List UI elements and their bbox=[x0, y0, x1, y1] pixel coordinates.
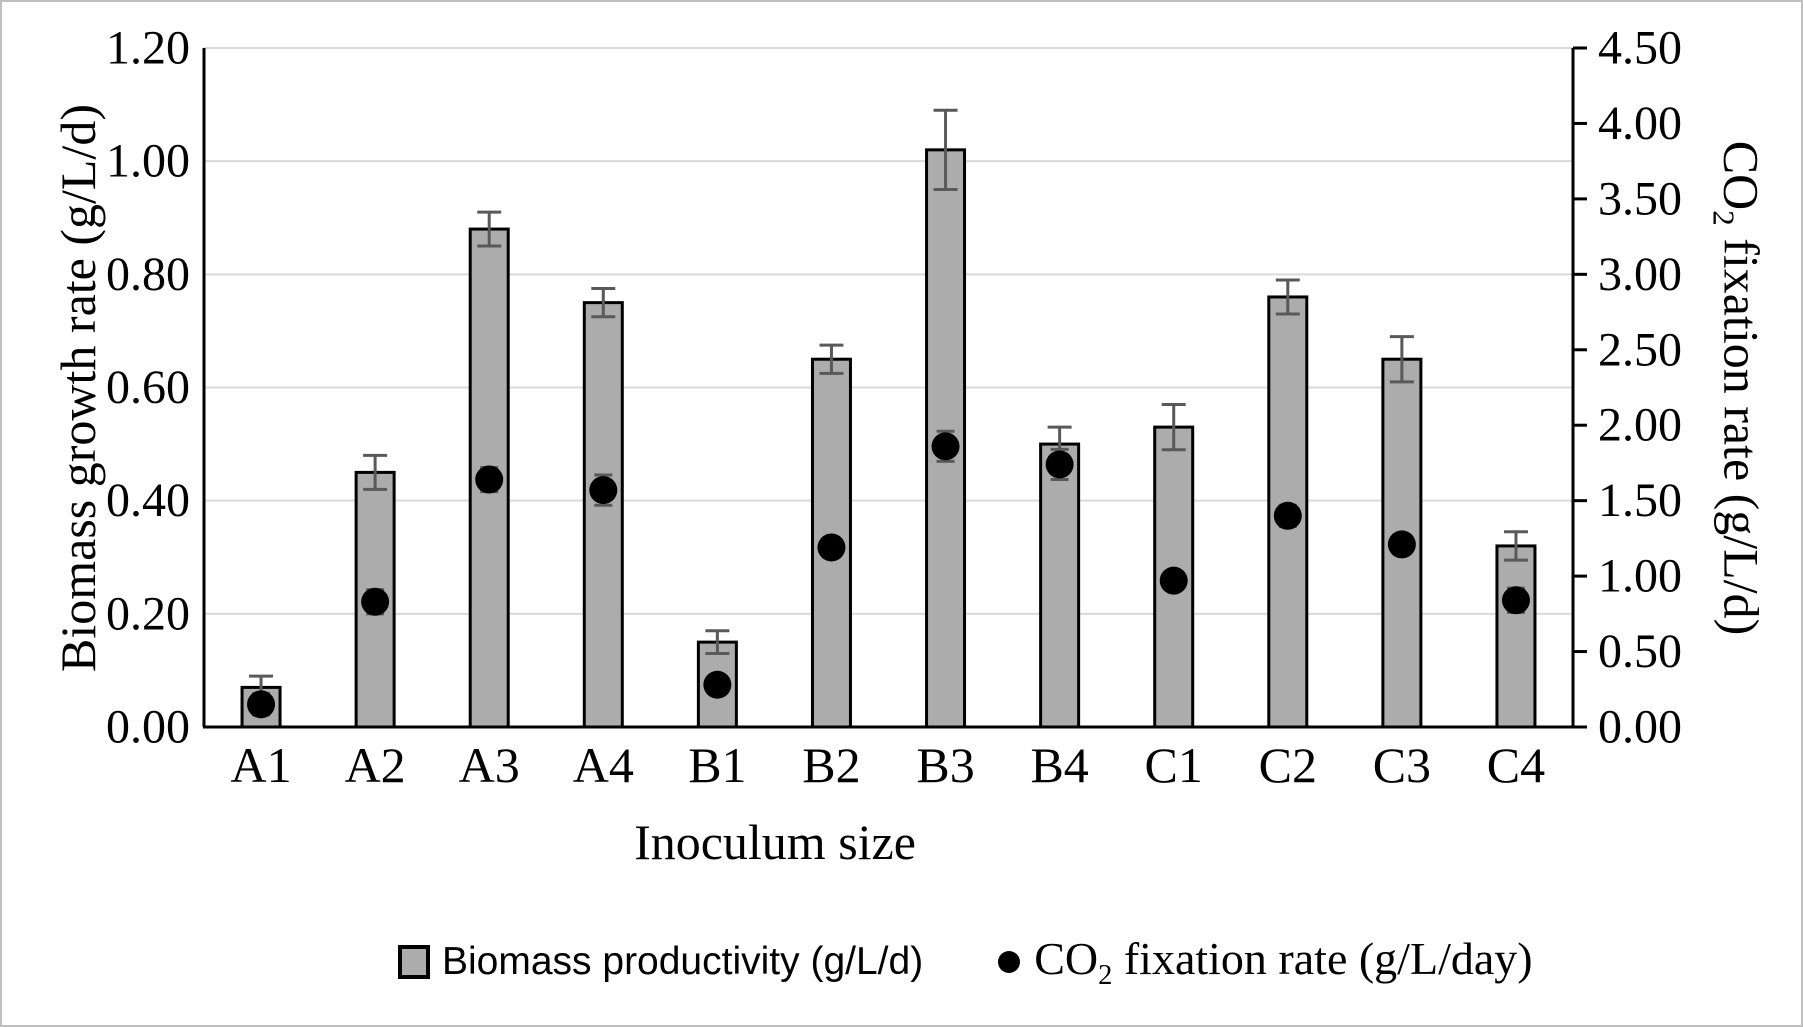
co2-dot-A1 bbox=[247, 690, 276, 719]
right-tick-label-4.00: 4.00 bbox=[1598, 97, 1682, 150]
co2-dot-A4 bbox=[589, 476, 618, 505]
right-axis-title-post: fixation rate (g/L/d) bbox=[1713, 225, 1770, 636]
bar-swatch-icon bbox=[398, 945, 430, 980]
right-tick-label-1.50: 1.50 bbox=[1598, 474, 1682, 527]
legend-label-biomass: Biomass productivity (g/L/d) bbox=[442, 940, 924, 984]
co2-dot-A2 bbox=[361, 587, 390, 616]
x-category-label-B1: B1 bbox=[688, 737, 746, 793]
chart-legend: Biomass productivity (g/L/d) CO2 fixatio… bbox=[398, 932, 1533, 992]
bar-C4 bbox=[1495, 544, 1537, 729]
dot-swatch-icon bbox=[998, 951, 1021, 974]
right-tick-label-1.00: 1.00 bbox=[1598, 550, 1682, 603]
x-category-label-A4: A4 bbox=[573, 737, 634, 793]
legend-label-co2: CO2 fixation rate (g/L/day) bbox=[1034, 933, 1533, 992]
right-tick-label-4.50: 4.50 bbox=[1598, 22, 1682, 75]
x-category-label-C3: C3 bbox=[1373, 737, 1431, 793]
x-category-label-A2: A2 bbox=[345, 737, 406, 793]
bar-A4 bbox=[582, 301, 624, 729]
left-tick-label-0.60: 0.60 bbox=[106, 361, 190, 414]
right-axis-title-sub: 2 bbox=[1706, 210, 1742, 226]
co2-dot-C4 bbox=[1501, 586, 1530, 615]
left-tick-label-0.80: 0.80 bbox=[106, 248, 190, 301]
x-category-label-C2: C2 bbox=[1259, 737, 1317, 793]
co2-dot-A3 bbox=[475, 465, 504, 494]
co2-dot-C3 bbox=[1387, 530, 1416, 559]
left-tick-label-1.00: 1.00 bbox=[106, 135, 190, 188]
right-tick-label-3.00: 3.00 bbox=[1598, 248, 1682, 301]
co2-dot-C2 bbox=[1273, 501, 1302, 530]
co2-dot-B3 bbox=[931, 432, 960, 461]
co2-dot-B2 bbox=[817, 533, 846, 562]
x-category-label-A1: A1 bbox=[230, 737, 291, 793]
x-category-label-C4: C4 bbox=[1487, 737, 1545, 793]
legend-item-co2: CO2 fixation rate (g/L/day) bbox=[998, 932, 1533, 992]
co2-dot-B1 bbox=[703, 670, 732, 699]
right-tick-label-2.50: 2.50 bbox=[1598, 323, 1682, 376]
left-axis-title: Biomass growth rate (g/L/d) bbox=[50, 104, 106, 672]
left-tick-label-0.00: 0.00 bbox=[106, 701, 190, 754]
left-tick-label-0.20: 0.20 bbox=[106, 587, 190, 640]
right-tick-label-3.50: 3.50 bbox=[1598, 172, 1682, 225]
x-category-label-B2: B2 bbox=[802, 737, 860, 793]
x-category-label-A3: A3 bbox=[459, 737, 520, 793]
x-category-label-B4: B4 bbox=[1030, 737, 1088, 793]
x-category-label-B3: B3 bbox=[916, 737, 974, 793]
x-axis-title: Inoculum size bbox=[634, 814, 916, 870]
co2-dot-B4 bbox=[1045, 450, 1074, 479]
right-axis-title-pre: CO bbox=[1713, 140, 1770, 211]
bar-B4 bbox=[1039, 442, 1081, 729]
legend-item-biomass: Biomass productivity (g/L/d) bbox=[398, 940, 923, 984]
co2-dot-C1 bbox=[1159, 566, 1188, 595]
x-category-label-C1: C1 bbox=[1145, 737, 1203, 793]
left-tick-label-1.20: 1.20 bbox=[106, 22, 190, 75]
right-axis-title: CO2 fixation rate (g/L/d) bbox=[1706, 141, 1771, 636]
right-tick-label-2.00: 2.00 bbox=[1598, 399, 1682, 452]
right-tick-label-0.50: 0.50 bbox=[1598, 625, 1682, 678]
right-tick-label-0.00: 0.00 bbox=[1598, 701, 1682, 754]
left-tick-label-0.40: 0.40 bbox=[106, 474, 190, 527]
